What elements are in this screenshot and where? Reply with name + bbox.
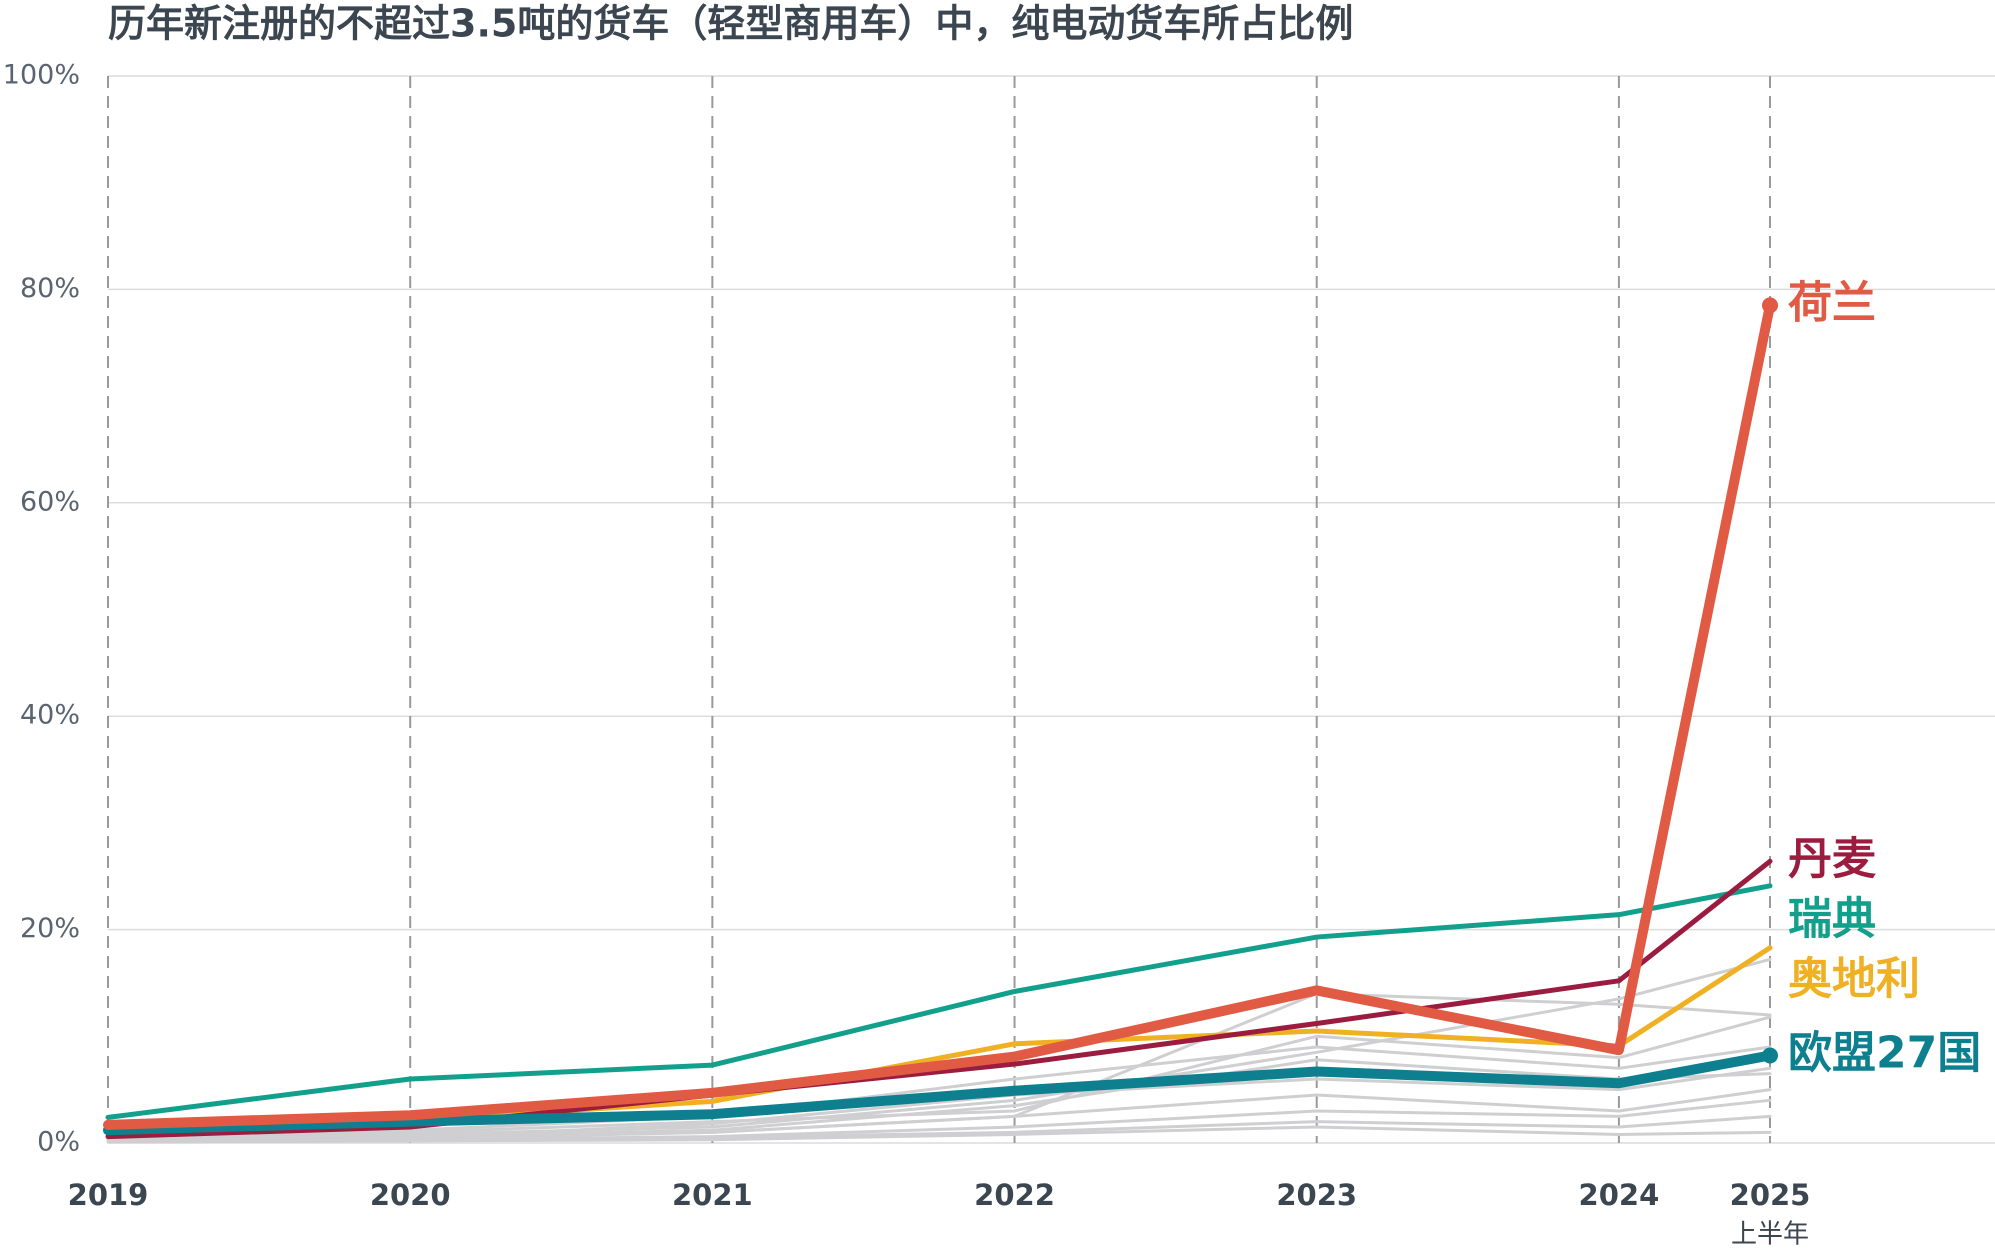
x-tick-label: 2019 [68,1178,149,1212]
y-tick-label: 80% [20,273,80,304]
series-label: 荷兰 [1788,277,1876,328]
series-line [105,883,1773,1120]
x-tick-label: 2025 [1730,1178,1811,1212]
x-tick-label: 2020 [370,1178,451,1212]
y-tick-label: 40% [20,700,80,731]
end-dot [1762,297,1778,314]
x-tick-label: 2022 [974,1178,1055,1212]
series-line [105,858,1773,1140]
background-line [106,957,1772,1142]
series-line [103,300,1775,1130]
series-label: 瑞典 [1788,893,1876,944]
chart-title: 历年新注册的不超过3.5吨的货车（轻型商用车）中，纯电动货车所占比例 [108,2,1353,46]
series-line [103,1050,1775,1136]
x-tick-label: 2023 [1276,1178,1357,1212]
x-tick-sublabel: 上半年 [1731,1220,1809,1250]
y-tick-label: 20% [20,913,80,944]
y-tick-label: 60% [20,486,80,517]
end-dot [1762,1047,1778,1064]
y-tick-label: 0% [37,1127,80,1158]
series-label: 欧盟27国 [1788,1028,1981,1079]
x-tick-label: 2024 [1579,1178,1660,1212]
background-line [106,1125,1772,1144]
series-label: 奥地利 [1788,953,1920,1004]
x-tick-label: 2021 [672,1178,753,1212]
series-label: 丹麦 [1788,833,1876,884]
background-line [106,1045,1772,1140]
background-line [106,1015,1772,1140]
y-tick-label: 100% [3,60,80,91]
